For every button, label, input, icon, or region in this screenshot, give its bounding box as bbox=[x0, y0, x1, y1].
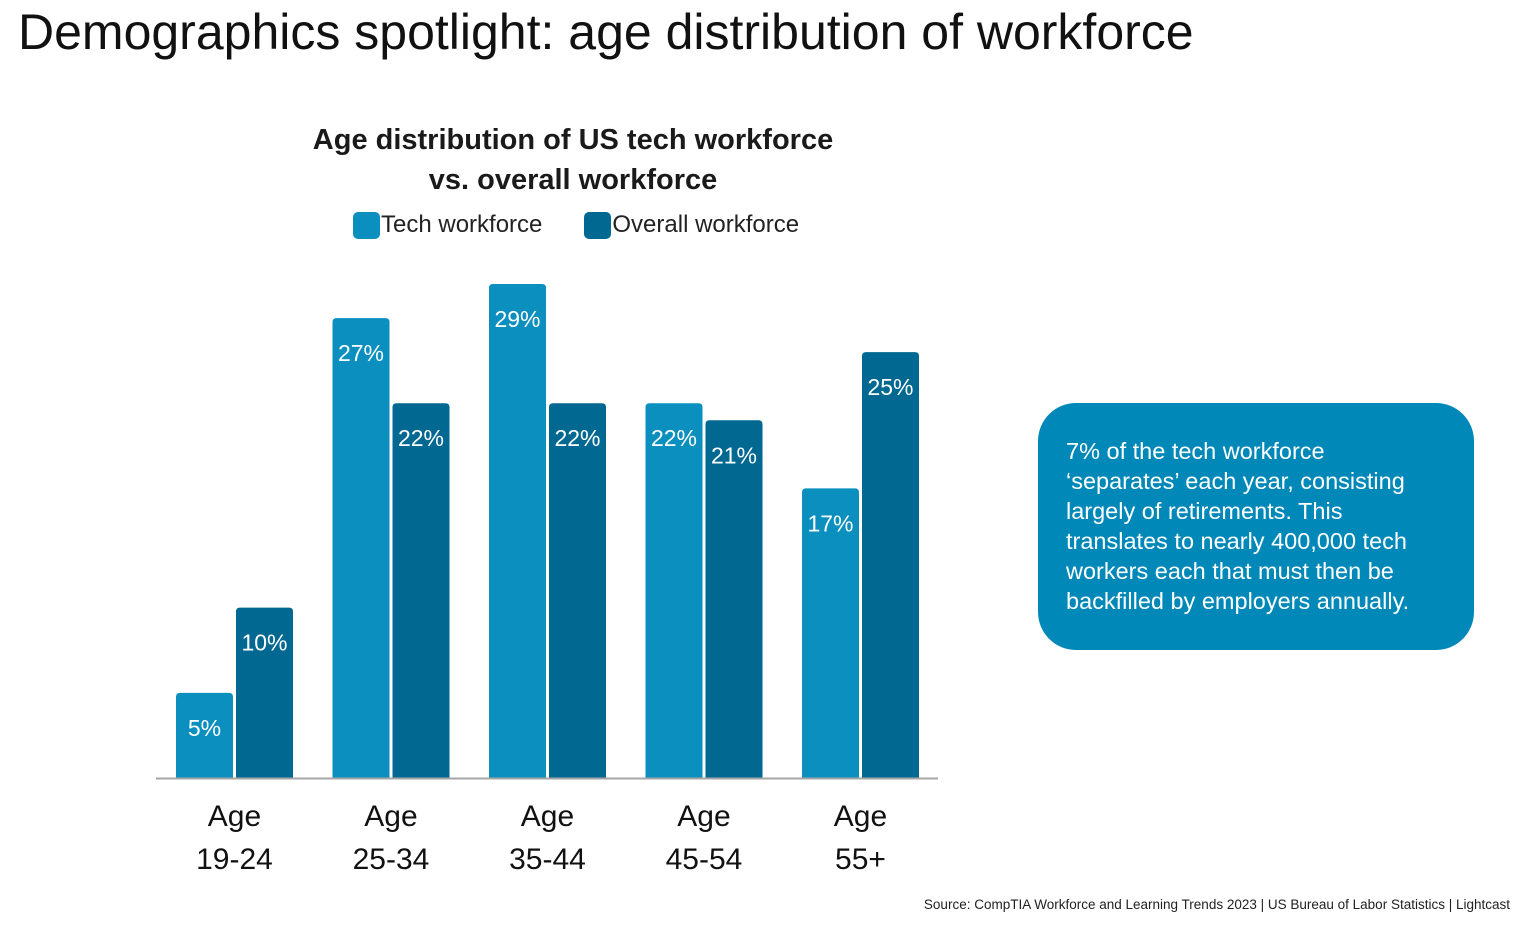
data-label: 5% bbox=[188, 715, 221, 741]
legend-item-overall: Overall workforce bbox=[584, 211, 799, 239]
bar-overall-0 bbox=[236, 607, 293, 778]
legend-swatch-overall bbox=[584, 211, 612, 239]
x-tick-label: Age bbox=[364, 800, 417, 833]
bar-tech-3 bbox=[645, 403, 703, 778]
bar-overall-1 bbox=[392, 403, 450, 778]
callout-line: largely of retirements. This bbox=[1066, 498, 1343, 524]
x-tick-label: 55+ bbox=[835, 843, 886, 876]
legend-label-overall: Overall workforce bbox=[612, 211, 800, 238]
data-label: 27% bbox=[338, 340, 384, 366]
source-note: Source: CompTIA Workforce and Learning T… bbox=[923, 897, 1510, 912]
chart-legend: Tech workforce Overall workforce bbox=[353, 211, 841, 239]
bar-overall-2 bbox=[549, 403, 606, 778]
bar-overall-3 bbox=[705, 420, 763, 778]
bar-tech-4 bbox=[802, 488, 859, 778]
x-tick-label: Age bbox=[677, 800, 730, 833]
x-tick-label: 19-24 bbox=[196, 843, 273, 876]
x-tick-label: 25-34 bbox=[353, 843, 430, 876]
chart-title-line-1: Age distribution of US tech workforce bbox=[312, 124, 834, 156]
callout-line: workers each that must then be bbox=[1066, 558, 1394, 584]
data-label: 22% bbox=[651, 425, 697, 451]
x-tick-label: Age bbox=[208, 800, 261, 833]
bar-tech-0 bbox=[176, 692, 233, 778]
data-label: 17% bbox=[807, 510, 853, 536]
data-label: 21% bbox=[711, 442, 757, 468]
legend-swatch-tech bbox=[353, 211, 380, 239]
data-label: 22% bbox=[554, 425, 600, 451]
bar-chart: 5% 10% Age 19-24 27% 22% Age 25-34 29% 22% Age 35-4… bbox=[156, 284, 938, 876]
callout-line: translates to nearly 400,000 tech bbox=[1066, 528, 1407, 554]
data-label: 25% bbox=[867, 374, 913, 400]
legend-item-tech: Tech workforce bbox=[353, 211, 542, 239]
legend-label-tech: Tech workforce bbox=[381, 211, 543, 238]
callout-line: ‘separates’ each year, consisting bbox=[1066, 468, 1405, 494]
x-tick-label: 45-54 bbox=[666, 843, 743, 876]
data-label: 29% bbox=[494, 306, 540, 332]
callout-line: 7% of the tech workforce bbox=[1066, 438, 1325, 464]
x-tick-label: Age bbox=[834, 800, 887, 833]
bar-tech-1 bbox=[332, 318, 390, 778]
retirement-callout: 7% of the tech workforce ‘separates’ eac… bbox=[1038, 403, 1474, 650]
x-tick-label: 35-44 bbox=[509, 843, 586, 876]
callout-line: backfilled by employers annually. bbox=[1066, 588, 1410, 614]
data-label: 10% bbox=[241, 630, 287, 656]
data-label: 22% bbox=[398, 425, 444, 451]
page-title: Demographics spotlight: age distribution… bbox=[18, 4, 1194, 60]
bar-overall-4 bbox=[862, 352, 919, 778]
bar-tech-2 bbox=[489, 284, 546, 778]
chart-title-line-2: vs. overall workforce bbox=[428, 164, 718, 196]
chart-title: Age distribution of US tech workforce vs… bbox=[160, 120, 986, 200]
x-tick-label: Age bbox=[521, 800, 574, 833]
